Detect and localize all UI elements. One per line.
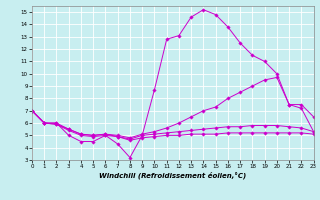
X-axis label: Windchill (Refroidissement éolien,°C): Windchill (Refroidissement éolien,°C)	[99, 172, 246, 179]
